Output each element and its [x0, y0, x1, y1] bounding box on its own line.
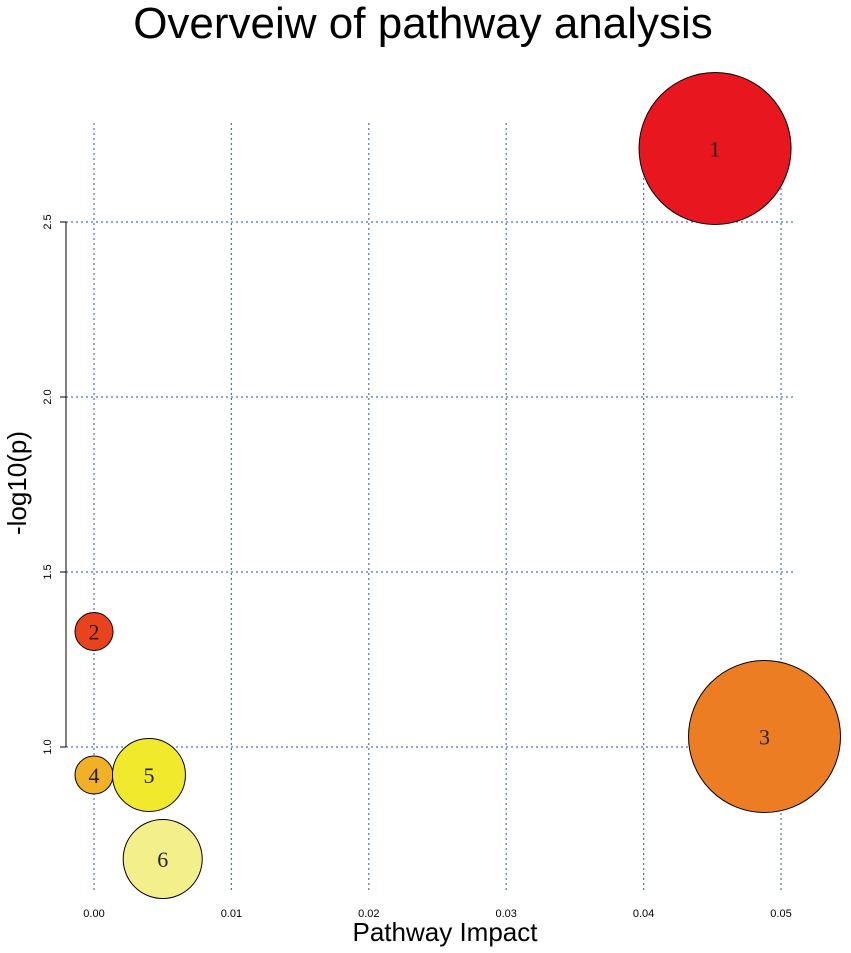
y-tick-label-1: 1.5: [42, 564, 54, 579]
bubble-5: [111, 738, 186, 812]
bubble-1: [638, 72, 792, 225]
bubble-label-1: 1: [710, 137, 721, 162]
bubble-label-3: 3: [759, 725, 770, 750]
x-tick-label-4: 0.04: [633, 908, 654, 920]
x-tick-label-1: 0.01: [221, 908, 242, 920]
bubble-label-4: 4: [89, 763, 100, 788]
y-tick-label-3: 2.5: [42, 214, 54, 229]
y-axis-ticks: 1.0 1.5 2.0 2.5: [42, 214, 66, 755]
bubble-label-2: 2: [89, 620, 100, 645]
y-tick-label-0: 1.0: [42, 739, 54, 754]
bubbles: 1 2 3 4 5 6: [74, 72, 842, 900]
x-tick-label-2: 0.02: [358, 908, 379, 920]
bubble-label-5: 5: [143, 763, 154, 788]
y-tick-label-2: 2.0: [42, 389, 54, 404]
x-tick-label-5: 0.05: [770, 908, 791, 920]
x-tick-label-0: 0.00: [83, 908, 104, 920]
chart-title: Overveiw of pathway analysis: [133, 0, 713, 48]
x-tick-label-3: 0.03: [495, 908, 516, 920]
x-axis-ticks: 0.00 0.01 0.02 0.03 0.04 0.05: [83, 908, 791, 920]
x-axis-title: Pathway Impact: [353, 917, 539, 947]
bubble-2: [74, 612, 114, 651]
bubble-3: [688, 660, 842, 813]
y-axis-title: -log10(p): [2, 431, 32, 535]
bubble-6: [122, 818, 203, 900]
bubble-label-6: 6: [157, 847, 168, 872]
